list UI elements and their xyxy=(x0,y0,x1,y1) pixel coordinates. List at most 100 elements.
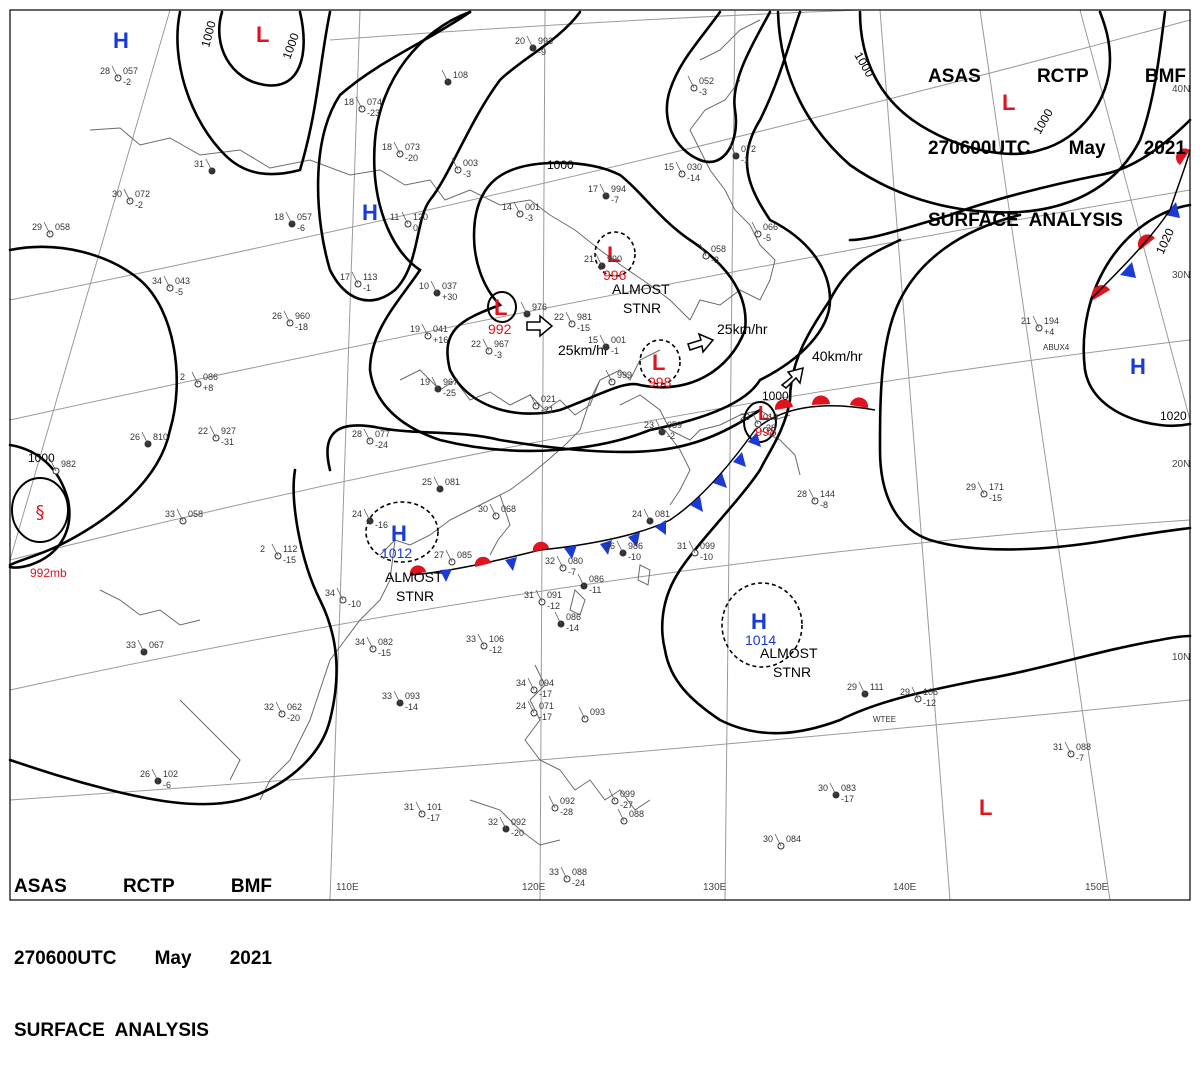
wind-barb-icon xyxy=(578,706,586,720)
station-plot: 092-28 xyxy=(548,795,575,817)
wind-barb-icon xyxy=(617,808,625,822)
station-tendency: +30 xyxy=(442,292,457,302)
station-pressure: 084 xyxy=(786,834,801,844)
wind-barb-icon xyxy=(729,143,737,157)
map-frame xyxy=(9,9,1191,901)
wind-barb-icon xyxy=(608,788,616,802)
wind-barb-icon xyxy=(477,633,485,647)
station-plot: 28 057-2 xyxy=(100,65,138,87)
station-temperature: 18 xyxy=(382,142,392,152)
station-pressure: 092 xyxy=(511,817,526,827)
wind-barb-icon xyxy=(599,334,607,348)
wind-barb-icon xyxy=(527,700,535,714)
station-pressure: 994 xyxy=(611,184,626,194)
station-plot: 066-5 xyxy=(751,221,778,243)
station-tendency: -15 xyxy=(283,555,296,565)
station-pressure: 093 xyxy=(590,707,605,717)
low-value: 996 xyxy=(603,267,627,283)
station-tendency: -3 xyxy=(699,87,707,97)
station-temperature: 22 xyxy=(554,312,564,322)
header-year: 2021 xyxy=(1143,138,1186,159)
station-plot: 31 099-10 xyxy=(677,540,715,562)
station-tendency: -20 xyxy=(511,828,524,838)
wind-barb-icon xyxy=(911,686,919,700)
station-pressure: 074 xyxy=(367,97,382,107)
station-temperature: 34 xyxy=(355,637,365,647)
wind-barb-icon xyxy=(527,677,535,691)
stnr-label: STNR xyxy=(623,300,661,316)
station-tendency: -3 xyxy=(463,169,471,179)
station-pressure: 088 xyxy=(1076,742,1091,752)
station-tendency: -14 xyxy=(687,173,700,183)
wind-barb-icon xyxy=(421,323,429,337)
station-pressure: 102 xyxy=(163,769,178,779)
station-plot: 29 171-15 xyxy=(966,481,1004,503)
station-temperature: 23 xyxy=(740,412,750,422)
station-plot: 31 xyxy=(194,158,216,175)
station-plot: 17 113-1 xyxy=(340,271,377,293)
station-plot: 15 030-14 xyxy=(664,161,702,183)
station-tendency: -6 xyxy=(297,223,305,233)
station-tendency: -2 xyxy=(667,431,675,441)
station-tendency: -16 xyxy=(375,520,388,530)
station-plot: 29 106-12 xyxy=(900,686,938,708)
station-temperature: 21 xyxy=(1021,316,1031,326)
wind-barb-icon xyxy=(675,161,683,175)
station-temperature: 28 xyxy=(100,66,110,76)
wind-barb-icon xyxy=(751,221,759,235)
station-plot: 21 990 xyxy=(584,253,622,270)
station-plot: 25 081 xyxy=(422,476,460,493)
stnr-label: ALMOST xyxy=(760,645,818,661)
low-marker: L xyxy=(758,403,770,425)
header-code: BMF xyxy=(230,876,272,897)
station-pressure: 058 xyxy=(711,244,726,254)
station-tendency: +4 xyxy=(1044,327,1054,337)
station-pressure: 967 xyxy=(494,339,509,349)
station-plot: 23 016-38 xyxy=(740,411,778,433)
station-pressure: 144 xyxy=(820,489,835,499)
station-tendency: -18 xyxy=(295,322,308,332)
station-pressure: 073 xyxy=(405,142,420,152)
low-value: 998 xyxy=(648,374,672,390)
station-pressure: 108 xyxy=(453,70,468,80)
cyclone-icon: § xyxy=(36,502,45,523)
station-temperature: 26 xyxy=(140,769,150,779)
wind-barb-icon xyxy=(363,508,371,522)
station-tendency: -38 xyxy=(763,423,776,433)
dashed-isobars xyxy=(365,231,803,668)
low-marker: L xyxy=(607,242,620,267)
wind-barb-icon xyxy=(565,311,573,325)
high-value: 1012 xyxy=(381,545,412,561)
wind-barb-icon xyxy=(858,681,866,695)
station-tendency: -12 xyxy=(547,601,560,611)
high-marker: H xyxy=(391,521,407,546)
station-tendency: -1 xyxy=(741,155,749,165)
station-tendency: -10 xyxy=(628,552,641,562)
station-pressure: 810 xyxy=(153,432,168,442)
station-tendency: +16 xyxy=(433,335,448,345)
station-pressure: 030 xyxy=(687,162,702,172)
stnr-label: STNR xyxy=(773,664,811,680)
station-pressure: 113 xyxy=(363,272,377,282)
station-tendency: -7 xyxy=(1076,753,1084,763)
high-marker: H xyxy=(362,200,378,225)
station-tendency: -3 xyxy=(711,255,719,265)
station-tendency: -6 xyxy=(163,780,171,790)
wind-barb-icon xyxy=(535,589,543,603)
station-tendency: -24 xyxy=(375,440,388,450)
wind-barb-icon xyxy=(520,301,528,315)
station-temperature: 29 xyxy=(32,222,42,232)
header-title: SURFACE ANALYSIS xyxy=(14,1020,209,1041)
station-plot: 29 111 xyxy=(847,681,884,698)
station-plot: 22 927-31 xyxy=(198,425,236,447)
low-marker: L xyxy=(494,295,507,320)
station-plot: 22 981-15 xyxy=(554,311,592,333)
station-pressure: 001 xyxy=(525,202,540,212)
station-plot: 108 xyxy=(441,69,468,86)
station-plot: 33 106-12 xyxy=(466,633,504,655)
station-temperature: 27 xyxy=(434,550,444,560)
wind-barb-icon xyxy=(176,508,184,522)
station-temperature: 24 xyxy=(632,509,642,519)
station-plot: 27 085 xyxy=(434,549,472,566)
station-plot: 10 037+30 xyxy=(419,280,457,302)
